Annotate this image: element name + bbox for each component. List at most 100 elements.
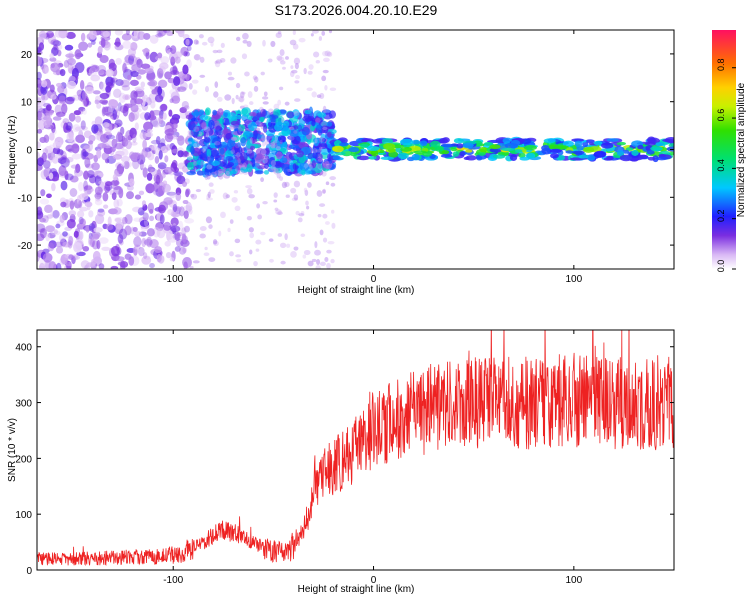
spectrogram-cell <box>462 142 474 149</box>
spectrogram-cell <box>638 154 649 159</box>
spectrogram-cell <box>91 124 99 134</box>
spectrogram-cell <box>220 42 225 49</box>
spectrogram-cell <box>48 261 57 269</box>
spectrogram-cell <box>319 203 326 207</box>
spectrogram-cell <box>50 62 61 73</box>
spectrogram-cell <box>255 248 260 252</box>
spectrogram-cell <box>43 160 51 169</box>
spectrogram-cell <box>143 216 149 227</box>
spectrogram-cell <box>277 30 282 35</box>
spectrogram-cell <box>114 43 124 51</box>
spectrogram-cell <box>456 143 464 149</box>
spectrogram-cell <box>297 217 303 223</box>
spectrogram-cell <box>177 135 185 146</box>
spectrogram-cell <box>268 238 274 242</box>
spectrogram-cell <box>88 210 94 218</box>
spectrogram-cell <box>277 135 286 143</box>
spectrogram-cell <box>155 174 161 185</box>
spectrogram-cell <box>237 97 244 102</box>
spectrogram-cell <box>186 45 192 52</box>
spectrogram-cell <box>37 233 45 242</box>
spectrogram-cell <box>319 229 324 236</box>
spectrogram-y-ticks: -20 -10 0 10 20 <box>18 50 674 252</box>
spectrogram-cell <box>169 192 176 199</box>
spectrogram-cell <box>218 230 222 237</box>
spectrogram-cell <box>279 157 288 164</box>
spectrogram-cell <box>204 157 209 162</box>
spectrogram-cell <box>293 130 298 134</box>
spectrogram-cell <box>183 205 193 212</box>
spectrogram-cell <box>100 37 106 48</box>
spectrogram-x-tick-label: 0 <box>371 274 377 285</box>
spectrogram-cell <box>247 91 253 98</box>
spectrogram-cell <box>46 214 54 219</box>
spectrogram-cell <box>99 54 109 64</box>
spectrogram-cell <box>44 145 54 154</box>
spectrogram-cell <box>234 143 239 153</box>
spectrogram-cell <box>161 183 171 193</box>
spectrogram-cell <box>186 156 193 161</box>
spectrogram-cell <box>275 32 282 39</box>
spectrogram-cell <box>235 114 242 120</box>
spectrogram-cell <box>230 149 236 155</box>
spectrogram-cell <box>225 170 230 175</box>
spectrogram-cell <box>240 137 247 147</box>
spectrogram-cell <box>273 166 283 174</box>
spectrogram-cell <box>194 146 201 152</box>
spectrogram-cell <box>314 138 318 144</box>
spectrogram-cell <box>92 233 100 240</box>
spectrogram-cell <box>271 143 278 149</box>
spectrogram-cell <box>50 210 61 218</box>
spectrogram-cell <box>205 128 214 136</box>
snr-y-tick-label: 100 <box>15 510 32 521</box>
spectrogram-cell <box>207 155 211 161</box>
spectrogram-cell <box>138 152 144 160</box>
spectrogram-cell <box>142 139 147 150</box>
spectrogram-cell <box>234 168 238 172</box>
spectrogram-cell <box>209 143 217 149</box>
spectrogram-cell <box>147 128 153 134</box>
spectrogram-cell <box>196 140 201 144</box>
spectrogram-cell <box>130 141 138 146</box>
spectrogram-cell <box>115 132 123 143</box>
spectrogram-cell <box>306 205 310 210</box>
spectrogram-cell <box>571 138 585 142</box>
spectrogram-cell <box>182 199 189 205</box>
spectrogram-cell <box>317 112 327 118</box>
spectrogram-cell <box>164 71 172 80</box>
spectrogram-cell <box>169 257 175 262</box>
spectrogram-cell <box>244 71 250 77</box>
spectrogram-cell <box>44 66 50 74</box>
spectrogram-cell <box>562 140 575 147</box>
spectrogram-cell <box>300 233 306 238</box>
spectrogram-cell <box>293 111 300 116</box>
spectrogram-cell <box>212 109 218 116</box>
spectrogram-cell <box>97 172 105 178</box>
spectrogram-cell <box>66 131 74 143</box>
spectrogram-cell <box>223 163 233 169</box>
spectrogram-cell <box>182 247 188 254</box>
spectrogram-cell <box>440 154 453 158</box>
spectrogram-cell <box>228 167 233 172</box>
spectrogram-cell <box>218 118 224 125</box>
spectrogram-cell <box>57 156 67 164</box>
spectrogram-cell <box>285 194 290 198</box>
spectrogram-cell <box>129 151 135 160</box>
spectrogram-cell <box>183 210 189 220</box>
spectrogram-cell <box>114 167 123 177</box>
spectrogram-cell <box>321 75 327 82</box>
spectrogram-cell <box>62 231 68 237</box>
spectrogram-cell <box>86 67 93 76</box>
spectrogram-cell <box>326 262 331 269</box>
spectrogram-cell <box>121 155 130 163</box>
spectrogram-cell <box>108 62 117 72</box>
spectrogram-cell <box>149 215 155 222</box>
spectrogram-cell <box>40 189 46 197</box>
spectrogram-cell <box>279 109 287 114</box>
spectrogram-cell <box>250 145 256 151</box>
spectrogram-cell <box>315 60 321 64</box>
spectrogram-cell <box>198 34 204 39</box>
spectrogram-cell <box>169 98 174 104</box>
spectrogram-cell <box>252 75 258 81</box>
spectrogram-cell <box>301 169 306 176</box>
